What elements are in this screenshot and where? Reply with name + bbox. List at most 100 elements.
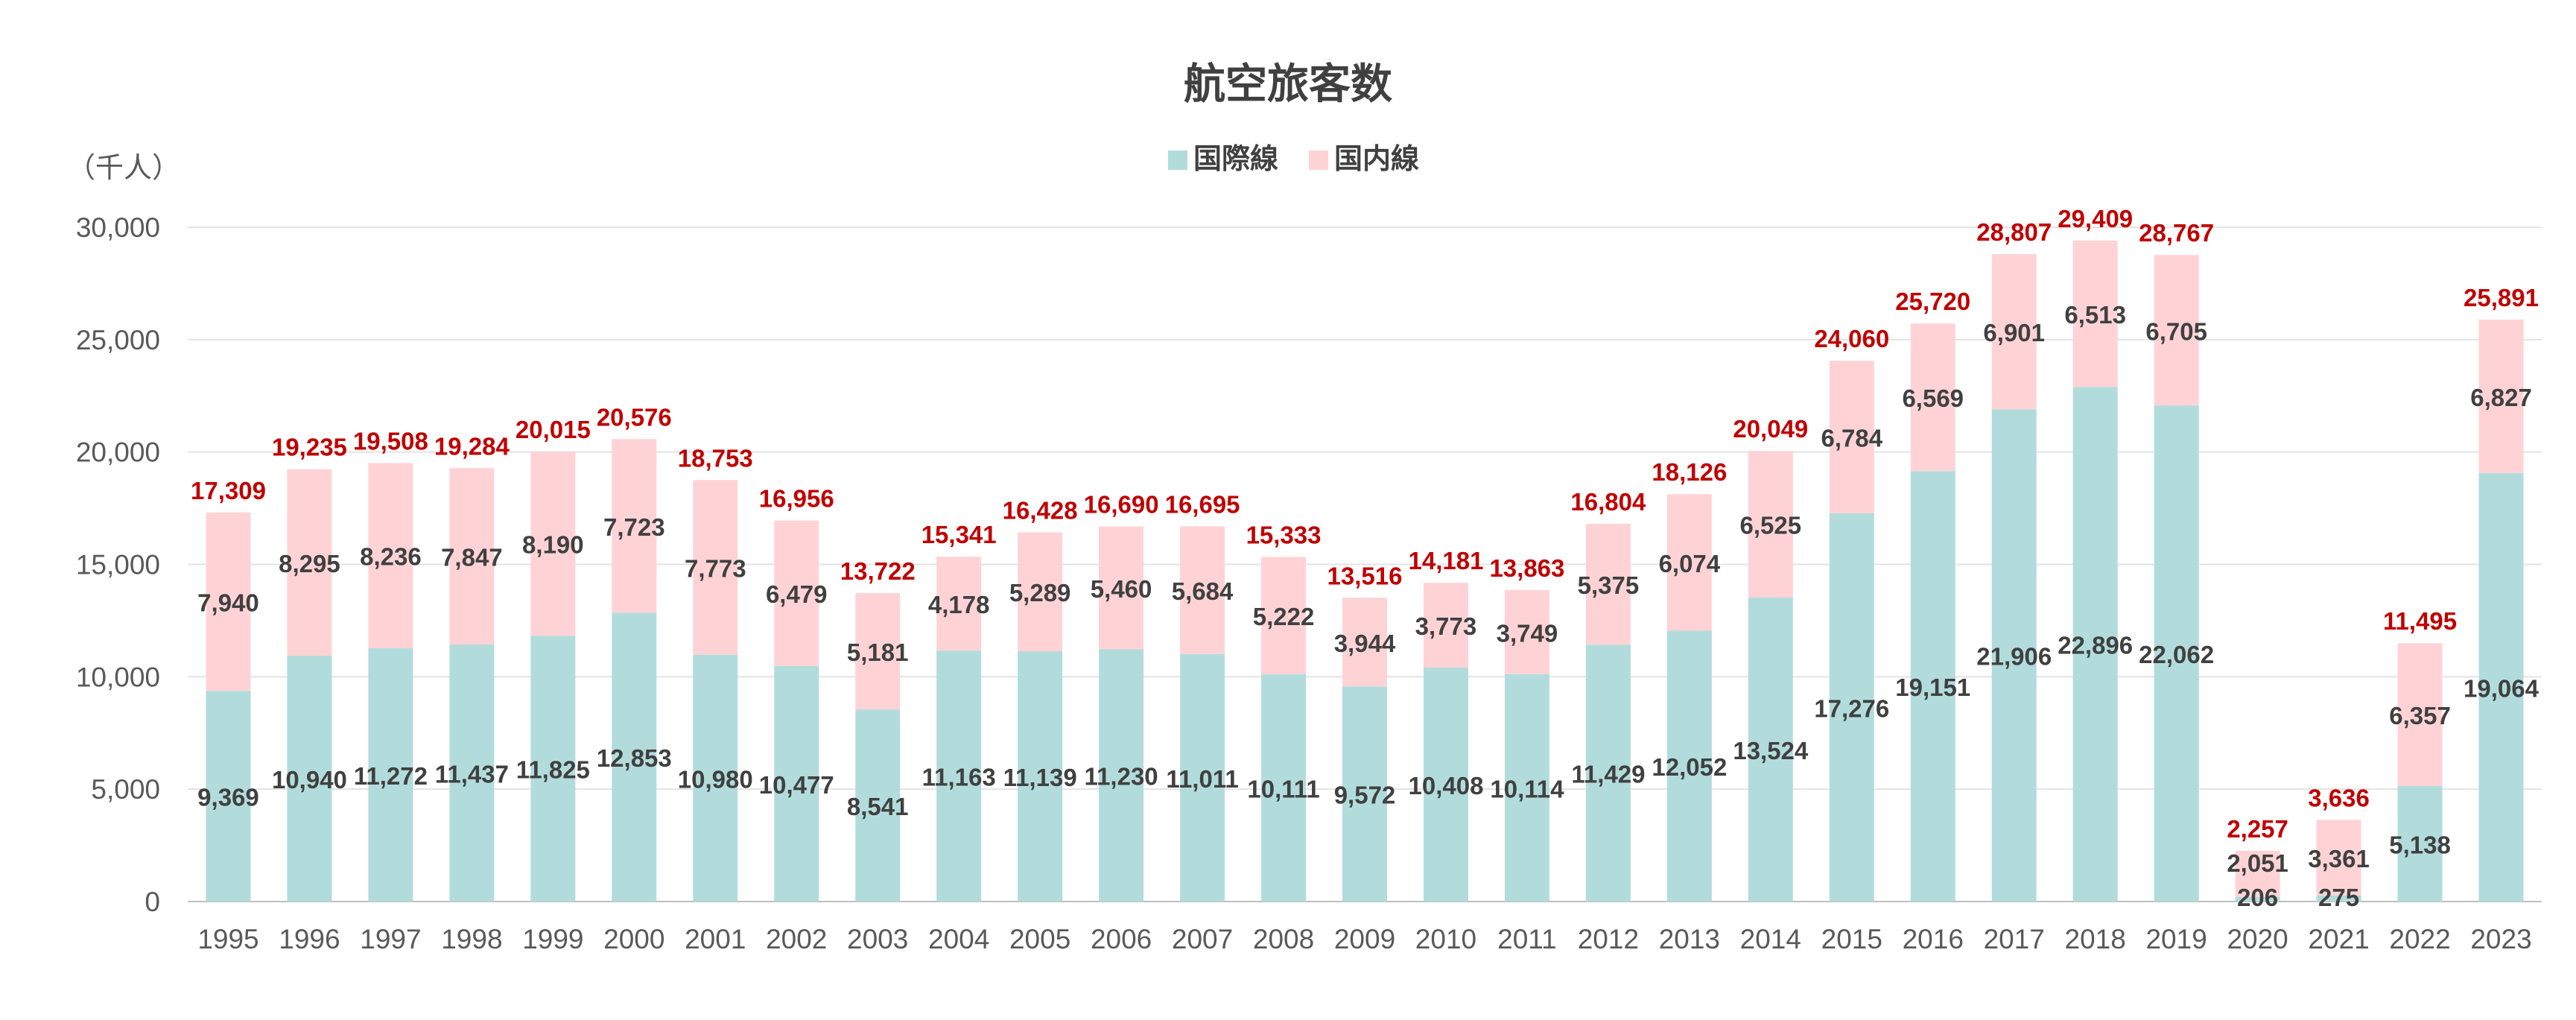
data-label-international: 11,437: [435, 760, 509, 788]
bar-domestic: [1342, 598, 1387, 687]
data-label-domestic: 6,074: [1659, 550, 1721, 577]
bar-domestic: [1666, 494, 1712, 631]
bar-international: [1504, 674, 1549, 902]
bar-international: [1748, 598, 1793, 902]
data-label-international: 11,272: [354, 762, 428, 790]
bar-international: [2478, 472, 2524, 902]
bar-domestic: [2235, 850, 2280, 897]
data-label-domestic: 6,569: [1902, 384, 1964, 412]
data-label-international: 5,138: [2389, 831, 2451, 859]
data-label-international: 10,111: [1247, 775, 1319, 802]
data-label-total: 3,636: [2308, 784, 2370, 811]
data-label-total: 16,428: [1003, 496, 1078, 524]
x-tick-label: 2016: [1903, 924, 1964, 954]
bar-domestic: [287, 469, 332, 656]
bar-international: [1261, 674, 1307, 902]
bar-international: [449, 644, 495, 902]
data-label-international: 19,151: [1895, 674, 1970, 701]
data-label-domestic: 3,944: [1334, 630, 1396, 657]
data-label-international: 12,853: [597, 744, 672, 772]
x-tick-label: 2017: [1984, 924, 2045, 954]
data-label-total: 18,753: [678, 444, 753, 472]
bar-international: [1585, 644, 1631, 902]
bar-domestic: [2072, 240, 2118, 387]
data-label-international: 11,163: [922, 764, 996, 791]
bar-international: [2316, 895, 2361, 902]
data-label-domestic: 5,684: [1172, 577, 1234, 605]
data-label-domestic: 5,375: [1578, 571, 1640, 599]
legend-swatch-domestic: [1309, 151, 1328, 170]
chart-title: 航空旅客数: [1184, 60, 1392, 109]
bar-international: [1829, 513, 1874, 902]
x-tick-label: 2008: [1253, 924, 1314, 954]
data-label-total: 20,049: [1733, 415, 1808, 443]
x-tick-label: 2020: [2227, 924, 2288, 954]
data-label-domestic: 6,513: [2064, 301, 2126, 329]
data-label-international: 11,825: [516, 756, 590, 784]
data-label-domestic: 3,773: [1415, 612, 1477, 640]
x-tick-label: 2002: [766, 924, 827, 954]
bar-international: [936, 650, 982, 902]
x-tick-label: 1998: [441, 924, 502, 954]
data-label-international: 10,408: [1408, 772, 1483, 799]
data-label-international: 10,940: [272, 766, 347, 793]
data-label-total: 18,126: [1652, 458, 1727, 486]
y-tick-label: 5,000: [91, 774, 160, 805]
data-label-total: 16,956: [759, 484, 834, 512]
bar-domestic: [774, 520, 819, 666]
data-label-total: 2,257: [2227, 815, 2288, 843]
legend-label-domestic: 国内線: [1334, 142, 1419, 175]
x-tick-label: 2004: [928, 924, 989, 954]
data-label-total: 19,508: [353, 428, 428, 455]
data-label-total: 19,235: [272, 434, 347, 461]
bar-international: [1666, 630, 1712, 902]
data-label-domestic: 3,749: [1497, 619, 1558, 647]
x-tick-label: 2011: [1497, 924, 1557, 954]
data-label-total: 16,690: [1084, 491, 1159, 519]
data-label-total: 25,891: [2464, 284, 2539, 311]
data-label-international: 10,114: [1490, 775, 1564, 802]
data-label-domestic: 6,479: [766, 580, 828, 608]
data-label-international: 22,062: [2139, 641, 2214, 668]
bar-domestic: [2154, 255, 2199, 406]
data-label-domestic: 2,051: [2227, 849, 2288, 877]
bar-domestic: [936, 557, 982, 651]
data-label-total: 16,804: [1570, 488, 1646, 516]
bar-international: [1910, 471, 1955, 902]
data-label-international: 12,052: [1652, 753, 1727, 781]
bar-international: [368, 647, 413, 902]
x-tick-label: 2001: [685, 924, 746, 954]
data-label-international: 9,572: [1334, 782, 1396, 809]
data-label-domestic: 5,222: [1253, 603, 1315, 630]
bar-domestic: [1991, 253, 2037, 410]
bar-international: [1991, 409, 2037, 902]
data-labels: 9,369 7,940 17,309 10,940 8,295 19,235 11,272 8…: [191, 205, 2539, 911]
bar-domestic: [1180, 526, 1225, 654]
bar-domestic: [1910, 323, 1955, 472]
data-label-international: 17,276: [1814, 694, 1889, 722]
y-tick-label: 20,000: [76, 437, 160, 468]
data-label-total: 16,695: [1165, 490, 1240, 518]
bar-domestic: [206, 512, 251, 691]
data-label-total: 13,863: [1489, 554, 1564, 582]
bar-international: [612, 612, 657, 902]
x-tick-label: 2009: [1334, 924, 1395, 954]
data-label-domestic: 5,460: [1091, 575, 1152, 603]
data-label-international: 206: [2237, 884, 2278, 911]
data-label-domestic: 6,784: [1821, 425, 1882, 452]
data-label-total: 15,333: [1246, 521, 1322, 548]
data-label-total: 28,767: [2139, 219, 2214, 247]
data-label-international: 9,369: [197, 784, 259, 811]
bar-international: [1423, 668, 1468, 902]
bar-domestic: [1099, 526, 1144, 650]
bar-international: [2235, 896, 2280, 902]
data-label-domestic: 6,357: [2389, 702, 2451, 729]
y-tick-label: 25,000: [76, 325, 160, 355]
bar-domestic: [2316, 820, 2361, 896]
data-label-domestic: 7,723: [603, 513, 665, 541]
x-tick-label: 2014: [1740, 924, 1801, 954]
bar-domestic: [368, 463, 413, 648]
y-tick-label: 30,000: [76, 212, 160, 243]
